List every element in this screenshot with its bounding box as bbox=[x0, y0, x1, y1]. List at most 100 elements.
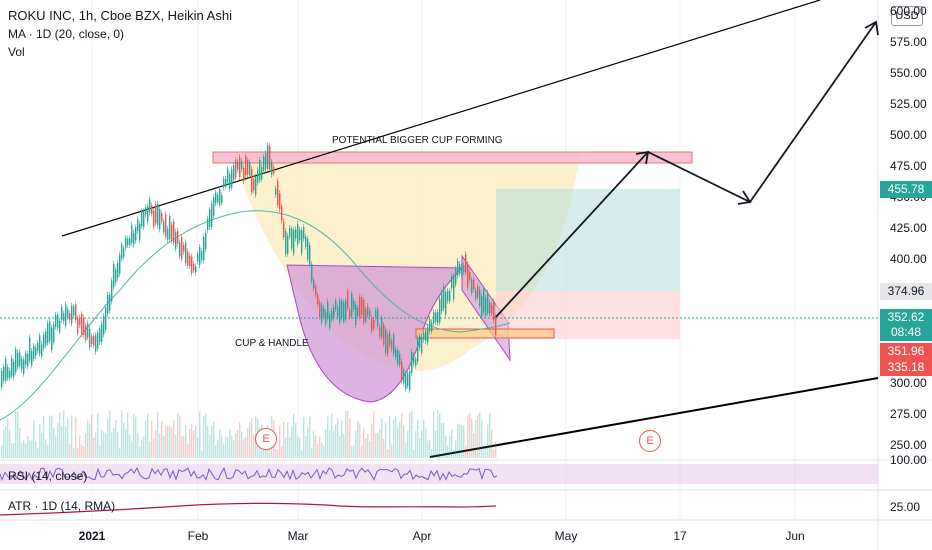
volume-bar bbox=[43, 416, 45, 458]
candle-body bbox=[83, 317, 85, 335]
volume-bar bbox=[57, 422, 59, 458]
candle-body bbox=[305, 236, 307, 247]
volume-bar bbox=[481, 419, 483, 458]
candle-body bbox=[265, 153, 267, 169]
time-axis-label: Feb bbox=[187, 529, 209, 543]
earnings-marker-may[interactable]: E bbox=[639, 430, 661, 452]
candle-body bbox=[57, 314, 59, 328]
symbol-legend[interactable]: ROKU INC, 1h, Cboe BZX, Heikin Ashi bbox=[8, 8, 232, 23]
volume-bar bbox=[97, 413, 99, 458]
volume-bar bbox=[445, 436, 447, 458]
volume-bar bbox=[465, 445, 467, 458]
candle-body bbox=[213, 197, 215, 216]
candle-body bbox=[123, 248, 125, 258]
candle-body bbox=[71, 305, 73, 324]
candle-body bbox=[203, 236, 205, 261]
volume-bar bbox=[107, 418, 109, 458]
candle-body bbox=[429, 318, 431, 332]
candle-body bbox=[351, 293, 353, 317]
candle-body bbox=[415, 359, 417, 366]
candle-body bbox=[215, 192, 217, 204]
volume-bar bbox=[251, 418, 253, 458]
volume-bar bbox=[145, 420, 147, 458]
volume-bar bbox=[349, 418, 351, 458]
candle-body bbox=[339, 300, 341, 323]
candle-body bbox=[295, 229, 297, 239]
volume-bar bbox=[429, 439, 431, 458]
candle-body bbox=[289, 228, 291, 237]
candle-body bbox=[313, 280, 315, 289]
earnings-marker-feb[interactable]: E bbox=[255, 428, 277, 450]
candle-body bbox=[97, 332, 99, 349]
candle-body bbox=[307, 238, 309, 260]
price-axis-tick: 575.00 bbox=[890, 35, 927, 49]
candle-body bbox=[29, 337, 31, 361]
candle-body bbox=[235, 160, 237, 178]
volume-legend[interactable]: Vol bbox=[8, 45, 25, 59]
candle-body bbox=[419, 336, 421, 348]
candle-body bbox=[109, 294, 111, 311]
volume-bar bbox=[117, 432, 119, 458]
volume-bar bbox=[405, 443, 407, 458]
currency-button[interactable]: USD bbox=[891, 6, 923, 26]
candle-body bbox=[487, 292, 489, 313]
atr-line bbox=[0, 502, 497, 516]
projection-arrowhead-1 bbox=[635, 150, 650, 165]
volume-bar bbox=[173, 420, 175, 458]
volume-bar bbox=[55, 435, 57, 458]
volume-bar bbox=[289, 436, 291, 458]
volume-bar bbox=[325, 429, 327, 458]
volume-bar bbox=[433, 411, 435, 458]
volume-bar bbox=[19, 427, 21, 458]
price-badge: 08:48 bbox=[880, 324, 932, 341]
candle-body bbox=[365, 309, 367, 322]
volume-bar bbox=[333, 430, 335, 458]
volume-bar bbox=[285, 437, 287, 458]
volume-bar bbox=[345, 410, 347, 458]
volume-bar bbox=[401, 413, 403, 458]
candle-body bbox=[35, 347, 37, 356]
candle-body bbox=[409, 370, 411, 391]
volume-bar bbox=[115, 419, 117, 458]
ma-legend[interactable]: MA · 1D (20, close, 0) bbox=[8, 27, 125, 41]
volume-bar bbox=[379, 429, 381, 458]
atr-legend[interactable]: ATR · 1D (14, RMA) bbox=[8, 499, 116, 513]
candle-body bbox=[393, 334, 395, 354]
candle-body bbox=[225, 178, 227, 187]
candle-body bbox=[411, 351, 413, 373]
support-zone bbox=[415, 328, 555, 339]
candle-body bbox=[25, 352, 27, 365]
candle-body bbox=[77, 318, 79, 334]
volume-bar bbox=[109, 410, 111, 458]
candle-body bbox=[341, 301, 343, 318]
candle-body bbox=[135, 227, 137, 241]
volume-bar bbox=[45, 439, 47, 458]
candle-body bbox=[33, 345, 35, 360]
candle-body bbox=[65, 304, 67, 327]
price-badge: 374.96 bbox=[880, 283, 932, 300]
time-axis-label: Mar bbox=[287, 529, 309, 543]
volume-bar bbox=[41, 432, 43, 458]
time-axis-label: Jun bbox=[785, 529, 805, 543]
candle-body bbox=[231, 169, 233, 188]
candle-body bbox=[149, 199, 151, 213]
candle-body bbox=[75, 304, 77, 320]
volume-bar bbox=[65, 426, 67, 458]
candle-body bbox=[79, 317, 81, 325]
volume-bar bbox=[63, 410, 65, 458]
rsi-legend[interactable]: RSI (14, close) bbox=[8, 469, 88, 483]
volume-bar bbox=[177, 413, 179, 458]
candle-body bbox=[27, 354, 29, 367]
candle-body bbox=[39, 335, 41, 354]
candle-body bbox=[47, 323, 49, 343]
candle-body bbox=[193, 263, 195, 270]
volume-bar bbox=[439, 413, 441, 458]
candle-body bbox=[489, 302, 491, 314]
candle-body bbox=[209, 209, 211, 228]
volume-bar bbox=[301, 449, 303, 458]
volume-bar bbox=[61, 426, 63, 458]
volume-bar bbox=[331, 413, 333, 458]
volume-bar bbox=[427, 440, 429, 458]
candle-body bbox=[303, 227, 305, 239]
